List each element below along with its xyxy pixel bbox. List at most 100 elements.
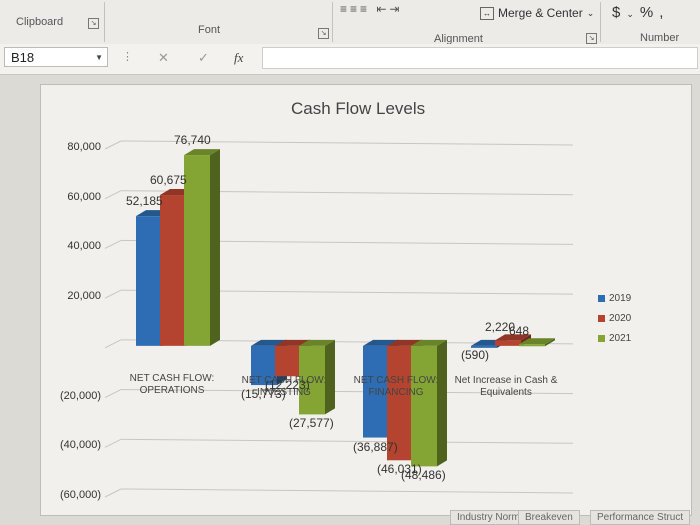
bar-side — [325, 339, 335, 415]
data-label: 60,675 — [150, 173, 187, 188]
bar-front — [160, 195, 186, 346]
legend-item: 2021 — [598, 333, 631, 344]
legend-label: 2019 — [609, 293, 632, 304]
legend-label: 2020 — [609, 313, 632, 324]
bar-front — [495, 340, 521, 346]
bar-front — [471, 345, 497, 348]
more-icon[interactable]: ⋮ — [122, 51, 133, 63]
data-label: (27,577) — [289, 416, 334, 431]
formula-bar: B18 ▼ ⋮ ✕ ✓ fx — [0, 44, 700, 75]
cancel-icon[interactable]: ✕ — [158, 50, 169, 65]
percent-button[interactable]: % — [639, 4, 660, 21]
clipboard-group-label: Clipboard — [16, 16, 64, 28]
gridline — [120, 438, 574, 444]
sheet-tab[interactable]: Breakeven — [518, 510, 580, 525]
ribbon-divider — [332, 2, 333, 42]
legend: 2019 2020 2021 — [598, 293, 631, 353]
font-launcher-icon[interactable]: ↘ — [318, 28, 329, 39]
y-tick-label: (40,000) — [60, 439, 101, 452]
y-tick-label: 80,000 — [67, 141, 101, 153]
bar-front — [411, 345, 437, 467]
legend-label: 2021 — [609, 333, 632, 344]
clipboard-launcher-icon[interactable]: ↘ — [88, 18, 99, 29]
legend-item: 2019 — [598, 293, 631, 304]
gridline-depth — [104, 438, 122, 448]
bar-front — [184, 155, 210, 346]
gridline-depth — [104, 239, 122, 249]
chart-plot — [104, 140, 574, 498]
bar-top — [299, 339, 335, 346]
currency-button[interactable]: $ — [612, 4, 627, 21]
bar-side — [545, 338, 555, 347]
bar-side — [210, 149, 220, 346]
category-label: NET CASH FLOW: OPERATIONS — [129, 373, 215, 396]
chart-title: Cash Flow Levels — [291, 99, 426, 118]
gridline-depth — [104, 140, 122, 150]
category-label: NET CASH FLOW: INVESTING — [241, 375, 327, 398]
y-tick-label: (20,000) — [60, 389, 101, 402]
data-label: (36,887) — [353, 439, 398, 454]
legend-swatch — [598, 295, 605, 302]
gridline-depth — [104, 389, 122, 399]
legend-swatch — [598, 315, 605, 322]
font-group-label: Font — [198, 24, 221, 36]
bar-top — [184, 149, 220, 156]
y-tick-label: 20,000 — [67, 290, 101, 303]
y-tick-label: 60,000 — [67, 190, 101, 203]
name-box[interactable]: B18 ▼ — [4, 47, 108, 67]
bar-front — [136, 216, 162, 346]
category-label: NET CASH FLOW: FINANCING — [353, 375, 439, 398]
legend-swatch — [598, 335, 605, 342]
number-group-label: Number — [640, 32, 680, 44]
name-box-value: B18 — [11, 50, 35, 65]
gridline — [120, 140, 574, 146]
bar-front — [251, 345, 277, 386]
merge-center-button[interactable]: ↔ Merge & Center ⌄ — [476, 4, 598, 22]
legend-item: 2020 — [598, 313, 631, 324]
data-label: 648 — [509, 324, 530, 339]
y-tick-label: (60,000) — [60, 489, 101, 501]
data-label: 52,185 — [126, 194, 163, 209]
data-label: (46,031) — [377, 462, 422, 477]
bar[interactable] — [184, 149, 220, 346]
enter-icon[interactable]: ✓ — [198, 50, 209, 65]
gridline-depth — [104, 289, 122, 299]
bar-top — [495, 334, 531, 341]
alignment-group-label: Alignment — [434, 33, 483, 45]
gridline-depth — [104, 190, 122, 200]
chevron-down-icon[interactable]: ⌄ — [586, 7, 595, 18]
sheet-tab[interactable]: Performance Struct — [590, 510, 691, 525]
comma-style-button[interactable]: , — [659, 4, 670, 21]
merge-center-label: Merge & Center — [498, 6, 583, 20]
y-tick-label: 40,000 — [67, 240, 101, 253]
number-format-buttons[interactable]: $⌄%, — [612, 4, 669, 21]
gridline — [120, 488, 574, 494]
alignment-launcher-icon[interactable]: ↘ — [586, 33, 597, 44]
chart[interactable]: Cash Flow Levels 80,000 60,000 40,000 20,00… — [40, 84, 692, 516]
chevron-down-icon[interactable]: ▼ — [95, 53, 103, 62]
bar-side — [437, 339, 447, 467]
gridline — [120, 389, 574, 395]
insert-function-icon[interactable]: fx — [234, 50, 244, 65]
bar-top — [411, 339, 447, 346]
data-label: 2,220 — [485, 320, 516, 335]
category-label: Net Increase in Cash & Equivalents — [454, 375, 558, 398]
gridline-depth — [104, 339, 122, 349]
bar[interactable] — [411, 339, 447, 467]
bar-front — [519, 344, 545, 347]
data-label: (48,486) — [401, 468, 446, 483]
ribbon-divider — [104, 2, 105, 42]
bar-front — [363, 345, 389, 438]
bar-front — [299, 345, 325, 415]
bar-top — [519, 338, 555, 345]
data-label: (12,223) — [265, 378, 310, 393]
ribbon: Clipboard ↘ Font ↘ ≡≡≡ ⇤⇥ ↔ Merge & Cent… — [0, 0, 700, 45]
alignment-icons[interactable]: ≡≡≡ ⇤⇥ — [340, 2, 403, 16]
formula-input[interactable] — [262, 47, 698, 69]
bar-front — [387, 345, 413, 461]
bar[interactable] — [299, 339, 335, 415]
bar[interactable] — [519, 338, 555, 347]
chevron-down-icon[interactable]: ⌄ — [626, 9, 640, 19]
data-label: (15,773) — [241, 387, 286, 402]
merge-center-icon: ↔ — [480, 6, 494, 20]
